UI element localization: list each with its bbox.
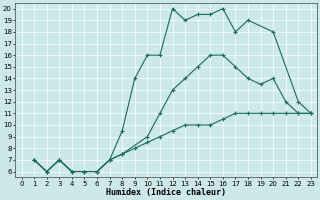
X-axis label: Humidex (Indice chaleur): Humidex (Indice chaleur): [106, 188, 226, 197]
